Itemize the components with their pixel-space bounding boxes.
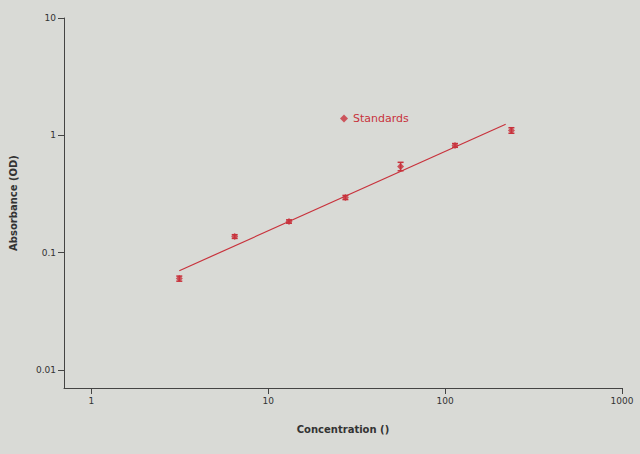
svg-text:10: 10: [45, 13, 57, 23]
svg-text:Standards: Standards: [353, 112, 409, 125]
svg-text:10: 10: [263, 396, 275, 406]
svg-text:1: 1: [50, 130, 56, 140]
svg-text:1: 1: [89, 396, 95, 406]
svg-text:100: 100: [437, 396, 454, 406]
svg-text:Concentration (): Concentration (): [297, 424, 389, 435]
svg-text:Absorbance (OD): Absorbance (OD): [8, 155, 19, 251]
svg-text:0.1: 0.1: [42, 248, 56, 258]
svg-text:1000: 1000: [611, 396, 634, 406]
svg-text:0.01: 0.01: [36, 365, 56, 375]
